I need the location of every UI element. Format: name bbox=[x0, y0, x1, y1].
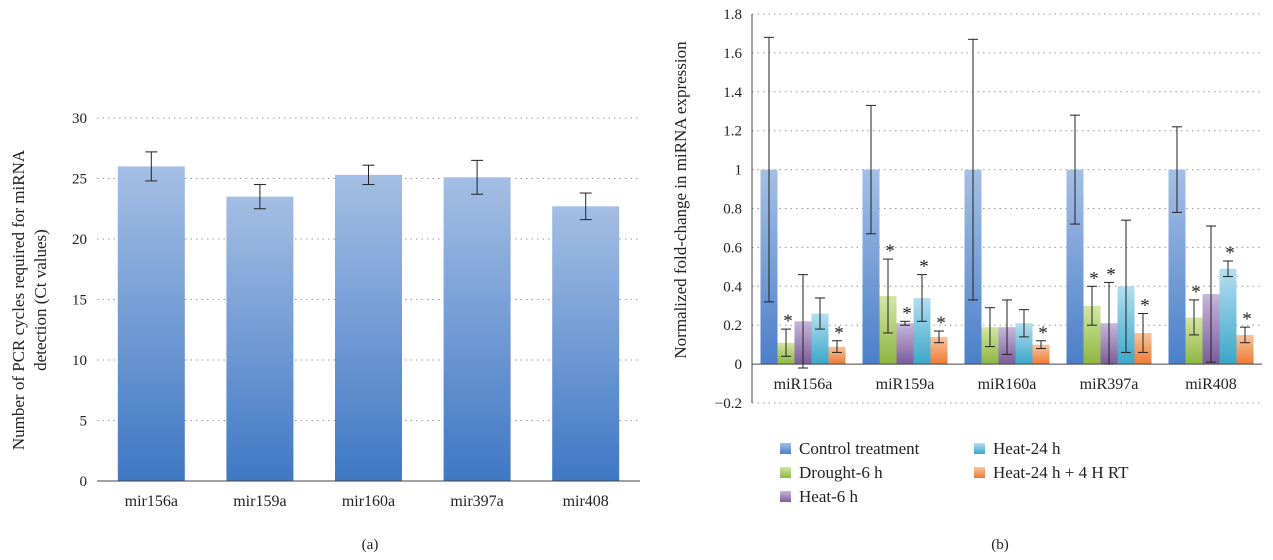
panel-a-y-tick-label: 5 bbox=[80, 414, 88, 430]
panel-b-significance-star: * bbox=[1242, 309, 1252, 330]
panel-a-caption: (a) bbox=[362, 537, 379, 553]
panel-b-legend-label: Control treatment bbox=[799, 439, 920, 458]
panel-b-significance-star: * bbox=[1038, 323, 1048, 344]
panel-b-legend-swatch bbox=[974, 467, 985, 478]
panel-a-bar-mir408 bbox=[552, 206, 620, 481]
panel-b-y-tick-label: 0.4 bbox=[723, 279, 742, 295]
panel-b-bar-miR397a bbox=[1066, 169, 1084, 365]
panel-a-y-tick-label: 30 bbox=[72, 111, 87, 127]
panel-b-significance-star: * bbox=[1089, 268, 1099, 289]
panel-b-bar-miR159a bbox=[896, 323, 914, 365]
panel-b-y-tick-label: 0.8 bbox=[723, 202, 742, 218]
panel-b-significance-star: * bbox=[1106, 264, 1116, 285]
panel-a-y-tick-label: 15 bbox=[72, 293, 87, 309]
panel-a-bar-mir159a bbox=[226, 196, 294, 481]
panel-b-bar-miR408 bbox=[1185, 317, 1203, 365]
panel-a-gridlines bbox=[97, 117, 640, 421]
panel-b-bar-miR159a bbox=[930, 336, 948, 365]
panel-a-y-tick-label: 25 bbox=[72, 172, 87, 188]
panel-b-x-tick-label: miR159a bbox=[876, 376, 935, 393]
panel-b-y-tick-label: 1.2 bbox=[723, 124, 742, 140]
panel-b-x-tick-label: miR397a bbox=[1080, 376, 1139, 393]
panel-b-legend-label: Heat-24 h + 4 H RT bbox=[993, 463, 1129, 482]
panel-b-legend-swatch bbox=[780, 467, 791, 478]
panel-b-significance-star: * bbox=[1191, 282, 1201, 303]
panel-a-y-tick-label: 0 bbox=[80, 474, 88, 490]
panel-b-significance-star: * bbox=[1140, 296, 1150, 317]
panel-a-x-tick-labels: mir156a mir159a mir160a mir397a mir408 bbox=[125, 493, 609, 510]
panel-b-significance-star: * bbox=[885, 241, 895, 262]
panel-b-bar-miR408 bbox=[1168, 169, 1186, 365]
panel-b-legend-swatch bbox=[974, 443, 985, 454]
panel-b-significance-star: * bbox=[936, 313, 946, 334]
panel-b-bar-miR397a bbox=[1083, 305, 1101, 365]
panel-a-bars bbox=[117, 166, 620, 482]
panel-a-ct-values-chart: 0 5 10 15 20 25 30 mir156a mir159a mir160a mir397… bbox=[9, 111, 640, 553]
panel-b-y-axis-label: Normalized fold-change in miRNA expressi… bbox=[671, 41, 690, 359]
panel-b-y-tick-label: 1.6 bbox=[723, 46, 742, 62]
panel-b-x-tick-label: miR408 bbox=[1185, 376, 1237, 393]
panel-b-legend: Control treatment Drought-6 h Heat-6 h Heat… bbox=[780, 439, 1129, 506]
panel-b-x-tick-labels: miR156a miR159a miR160a miR397a miR408 bbox=[774, 376, 1237, 393]
panel-a-bar-mir156a bbox=[117, 166, 185, 481]
panel-b-y-tick-label: −0.2 bbox=[715, 396, 742, 412]
panel-b-caption: (b) bbox=[991, 537, 1009, 553]
panel-b-bar-miR156a bbox=[828, 346, 846, 365]
panel-a-y-axis-label-line-1: Number of PCR cycles required for miRNA bbox=[9, 149, 28, 450]
panel-b-x-tick-label: miR156a bbox=[774, 376, 833, 393]
panel-b-significance-star: * bbox=[902, 303, 912, 324]
panel-b-y-tick-label: 0.2 bbox=[723, 318, 742, 334]
panel-b-significance-star: * bbox=[919, 257, 929, 278]
panel-b-legend-swatch bbox=[780, 443, 791, 454]
panel-a-bar-mir160a bbox=[335, 174, 402, 481]
panel-a-x-tick-label: mir397a bbox=[450, 493, 503, 510]
panel-b-significance-star: * bbox=[783, 311, 793, 332]
panel-a-x-tick-label: mir160a bbox=[342, 493, 395, 510]
panel-a-error-bars bbox=[145, 151, 592, 221]
panel-b-y-tick-label: 1.8 bbox=[723, 7, 742, 23]
panel-a-y-axis-label-line-2: detection (Ct values) bbox=[31, 229, 50, 371]
panel-b-bar-miR408 bbox=[1219, 268, 1237, 365]
panel-b-legend-label: Heat-6 h bbox=[799, 487, 859, 506]
panel-b-x-tick-label: miR160a bbox=[978, 376, 1037, 393]
panel-a-x-tick-label: mir408 bbox=[563, 493, 609, 510]
panel-b-significance-star: * bbox=[1225, 243, 1235, 264]
panel-b-y-tick-label: 1.4 bbox=[723, 85, 742, 101]
panel-b-y-tick-label: 0.6 bbox=[723, 240, 742, 256]
panel-b-error-bars bbox=[764, 36, 1250, 369]
panel-b-bar-miR156a bbox=[811, 313, 829, 365]
panel-a-y-tick-label: 10 bbox=[72, 353, 87, 369]
panel-b-legend-swatch bbox=[780, 491, 791, 502]
panel-b-y-tick-label: 0 bbox=[735, 357, 743, 373]
panel-b-bar-miR160a bbox=[1032, 344, 1050, 365]
panel-a-y-tick-label: 20 bbox=[72, 232, 87, 248]
panel-b-legend-label: Drought-6 h bbox=[799, 463, 883, 482]
panel-a-bar-mir397a bbox=[443, 177, 511, 482]
panel-b-bar-miR160a bbox=[1015, 323, 1033, 365]
panel-b-bars bbox=[760, 169, 1254, 365]
panel-b-significance-markers: * * * * * * * * * * * * * bbox=[783, 241, 1252, 344]
panel-b-bar-miR159a bbox=[862, 169, 880, 365]
panel-b-fold-change-chart: * * * * * * * * * * * * * −0.2 0 0.2 0.4 0.6 0.8 1 1.2 1.4 1.… bbox=[671, 7, 1262, 553]
panel-b-y-tick-labels: −0.2 0 0.2 0.4 0.6 0.8 1 1.2 1.4 1.6 1.8 bbox=[715, 7, 743, 412]
panel-a-x-tick-label: mir159a bbox=[233, 493, 286, 510]
panel-a-y-tick-labels: 0 5 10 15 20 25 30 bbox=[72, 111, 87, 490]
panel-b-bar-miR159a bbox=[913, 297, 931, 365]
panel-a-x-tick-label: mir156a bbox=[125, 493, 178, 510]
panel-b-legend-label: Heat-24 h bbox=[993, 439, 1061, 458]
panel-b-significance-star: * bbox=[834, 323, 844, 344]
panel-b-y-tick-label: 1 bbox=[735, 163, 743, 179]
